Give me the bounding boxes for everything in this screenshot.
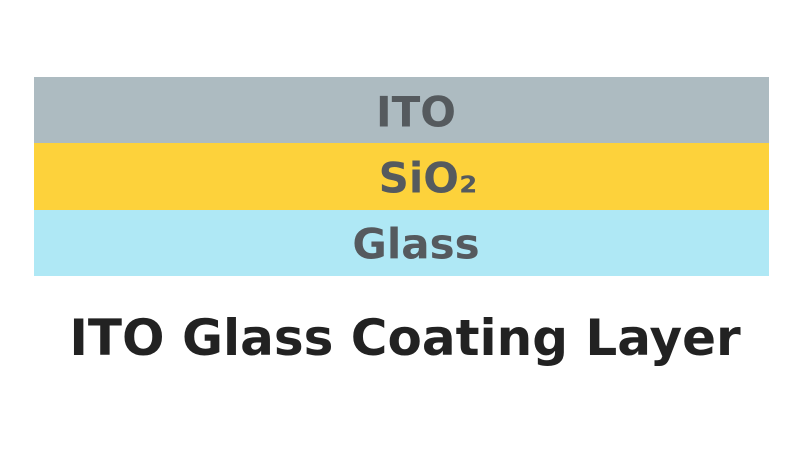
layer-label: ITO: [376, 88, 456, 137]
layer-label: SiO₂: [379, 154, 478, 203]
glass-layer: [34, 210, 769, 276]
layer-label: Glass: [352, 220, 479, 269]
caption: ITO Glass Coating Layer: [69, 309, 741, 367]
ito-layer: [34, 77, 769, 143]
sio2-layer: [34, 143, 769, 210]
